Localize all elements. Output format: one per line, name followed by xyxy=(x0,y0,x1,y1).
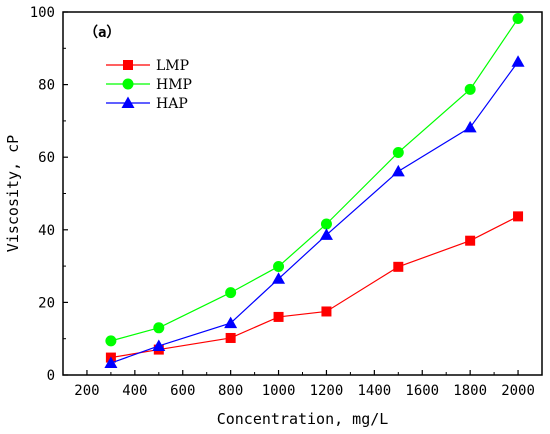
x-tick-label: 1000 xyxy=(262,383,296,399)
y-tick-label: 0 xyxy=(47,368,55,384)
data-point-hap xyxy=(272,272,286,284)
x-axis-label: Concentration, mg/L xyxy=(217,410,389,428)
x-tick-label: 600 xyxy=(170,383,195,399)
legend: LMP HMP HAP xyxy=(106,58,192,112)
x-tick-label: 400 xyxy=(122,383,147,399)
series-hmp xyxy=(105,13,524,347)
data-point-lmp xyxy=(273,311,284,322)
legend-label-lmp: LMP xyxy=(156,58,189,74)
data-point-lmp xyxy=(465,235,476,246)
data-point-hap xyxy=(152,339,166,351)
legend-marker-hmp xyxy=(122,78,134,90)
x-tick-label: 800 xyxy=(218,383,243,399)
data-point-hap xyxy=(391,164,405,177)
series-line-hmp xyxy=(110,18,519,342)
data-point-hmp xyxy=(464,83,476,95)
legend-label-hap: HAP xyxy=(156,96,188,112)
series-hap xyxy=(104,55,525,369)
x-tick-label: 200 xyxy=(74,383,99,399)
y-tick-label: 60 xyxy=(38,150,55,166)
y-tick-label: 20 xyxy=(38,295,55,311)
data-point-hmp xyxy=(153,322,165,334)
legend-label-hmp: HMP xyxy=(156,77,192,93)
data-point-hmp xyxy=(273,260,285,272)
data-point-hmp xyxy=(320,218,332,230)
series-line-lmp xyxy=(110,215,519,359)
y-tick-label: 100 xyxy=(30,5,55,21)
panel-label: （a） xyxy=(84,25,120,41)
y-axis-label: Viscosity, cP xyxy=(4,135,22,252)
series-layer xyxy=(104,13,525,369)
data-point-lmp xyxy=(393,261,404,272)
y-tick-label: 40 xyxy=(38,223,55,239)
data-point-hap xyxy=(511,55,525,67)
data-point-hmp xyxy=(392,146,404,158)
x-tick-label: 2000 xyxy=(501,383,535,399)
x-tick-label: 1200 xyxy=(310,383,344,399)
legend-marker-lmp xyxy=(123,60,133,70)
data-point-hap xyxy=(224,316,238,329)
data-point-lmp xyxy=(321,306,332,317)
data-point-hap xyxy=(319,228,333,240)
data-point-lmp xyxy=(513,211,524,222)
data-point-lmp xyxy=(225,332,236,343)
x-tick-label: 1800 xyxy=(453,383,487,399)
ticks-layer: 200 400 600 800 1000 1200 1400 1600 1800 2000 0 20 4… xyxy=(30,5,535,399)
data-point-hap xyxy=(104,356,118,369)
data-point-hmp xyxy=(225,287,237,299)
y-tick-label: 80 xyxy=(38,78,55,94)
plot-frame xyxy=(62,11,543,376)
data-point-hap xyxy=(463,120,477,133)
series-line-hap xyxy=(110,61,519,364)
data-point-hmp xyxy=(512,13,524,25)
x-tick-label: 1600 xyxy=(405,383,439,399)
legend-marker-hap xyxy=(121,96,135,108)
data-point-hmp xyxy=(105,335,117,347)
x-tick-label: 1400 xyxy=(357,383,391,399)
